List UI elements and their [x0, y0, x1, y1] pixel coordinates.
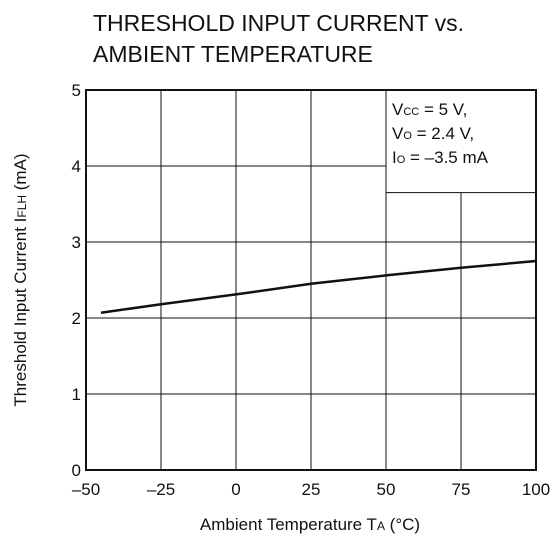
- x-tick-label: 0: [231, 480, 240, 499]
- conditions-box: VCC = 5 V, VO = 2.4 V, IO = –3.5 mA: [385, 89, 537, 194]
- y-tick-label: 5: [72, 81, 81, 100]
- x-tick-label: –25: [147, 480, 175, 499]
- chart-title-line-2: AMBIENT TEMPERATURE: [93, 41, 373, 67]
- condition-line: IO = –3.5 mA: [392, 148, 489, 167]
- condition-line: VCC = 5 V,: [392, 100, 467, 119]
- plot-frame: [85, 89, 537, 471]
- y-tick-labels: 0 1 2 3 4 5: [72, 81, 81, 480]
- y-tick-label: 3: [72, 233, 81, 252]
- x-tick-label: 75: [452, 480, 471, 499]
- x-tick-label: –50: [72, 480, 100, 499]
- y-axis-label: Threshold Input Current IFLH (mA): [11, 153, 30, 406]
- x-tick-labels: –50 –25 0 25 50 75 100: [72, 480, 550, 499]
- x-axis-label: Ambient Temperature TA (°C): [200, 515, 420, 534]
- y-tick-label: 2: [72, 309, 81, 328]
- y-tick-label: 1: [72, 385, 81, 404]
- y-tick-label: 0: [72, 461, 81, 480]
- series-line: [100, 259, 537, 314]
- condition-line: VO = 2.4 V,: [392, 124, 474, 143]
- x-tick-label: 50: [377, 480, 396, 499]
- x-tick-label: 100: [522, 480, 550, 499]
- series-group: [100, 259, 537, 314]
- y-tick-label: 4: [72, 157, 81, 176]
- x-tick-label: 25: [302, 480, 321, 499]
- chart-title-line-1: THRESHOLD INPUT CURRENT vs.: [93, 10, 464, 36]
